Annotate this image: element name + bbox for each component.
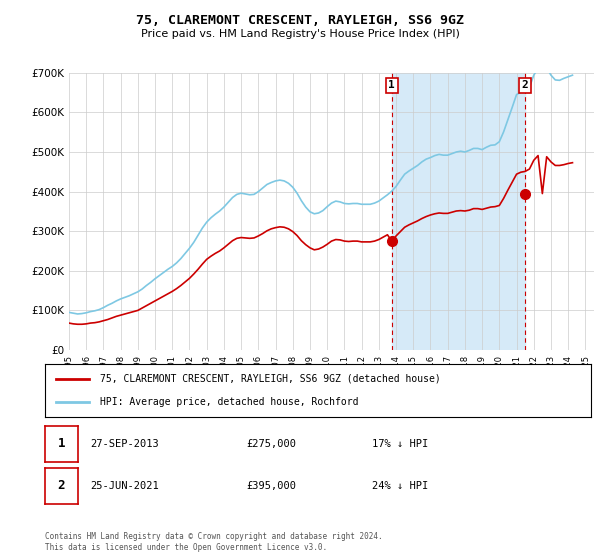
Text: Contains HM Land Registry data © Crown copyright and database right 2024.
This d: Contains HM Land Registry data © Crown c… [45, 532, 383, 552]
Text: 75, CLAREMONT CRESCENT, RAYLEIGH, SS6 9GZ: 75, CLAREMONT CRESCENT, RAYLEIGH, SS6 9G… [136, 14, 464, 27]
Text: Price paid vs. HM Land Registry's House Price Index (HPI): Price paid vs. HM Land Registry's House … [140, 29, 460, 39]
Text: 24% ↓ HPI: 24% ↓ HPI [372, 481, 428, 491]
Text: 1: 1 [388, 81, 395, 91]
Text: 1: 1 [58, 437, 65, 450]
Text: HPI: Average price, detached house, Rochford: HPI: Average price, detached house, Roch… [100, 397, 358, 407]
Bar [392, 73, 525, 350]
Text: 75, CLAREMONT CRESCENT, RAYLEIGH, SS6 9GZ (detached house): 75, CLAREMONT CRESCENT, RAYLEIGH, SS6 9G… [100, 374, 440, 384]
Text: £275,000: £275,000 [246, 439, 296, 449]
Text: 2: 2 [522, 81, 529, 91]
Text: 27-SEP-2013: 27-SEP-2013 [90, 439, 159, 449]
Text: 25-JUN-2021: 25-JUN-2021 [90, 481, 159, 491]
Text: 2: 2 [58, 479, 65, 492]
Text: 17% ↓ HPI: 17% ↓ HPI [372, 439, 428, 449]
Text: £395,000: £395,000 [246, 481, 296, 491]
